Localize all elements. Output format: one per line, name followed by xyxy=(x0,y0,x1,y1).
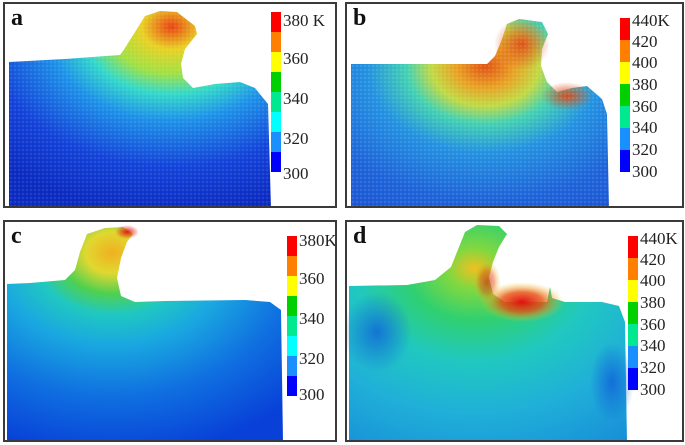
colorbar-tick: 360 xyxy=(299,269,325,288)
panel-c: c 380K 360 340 320 300 xyxy=(3,220,337,442)
colorbar-tick: 320 xyxy=(640,358,666,377)
temperature-map-d xyxy=(347,225,634,440)
colorbar-tick: 340 xyxy=(283,89,309,108)
panel-a: a 380 K 360 340 320 300 xyxy=(3,2,337,208)
colorbar-tick: 380 xyxy=(632,75,658,94)
colorbar-tick: 300 xyxy=(283,164,309,183)
colorbar-tick: 420 xyxy=(640,250,666,269)
temperature-map-c xyxy=(7,225,283,440)
colorbar-tick: 320 xyxy=(299,349,325,368)
colorbar-b: 440K 420 400 380 360 340 320 300 xyxy=(620,12,682,181)
colorbar-tick: 440K xyxy=(632,11,670,30)
panel-label-b: b xyxy=(353,5,367,31)
colorbar-tick: 380 K xyxy=(283,11,326,30)
colorbar-tick: 400 xyxy=(640,271,666,290)
panel-label-a: a xyxy=(11,5,23,31)
colorbar-c: 380K 360 340 320 300 xyxy=(287,232,335,403)
colorbar-tick: 320 xyxy=(283,129,309,148)
temperature-map-a xyxy=(9,11,271,206)
colorbar-tick: 340 xyxy=(299,309,325,328)
colorbar-tick: 300 xyxy=(640,380,666,399)
panel-label-d: d xyxy=(353,223,367,249)
colorbar-tick: 360 xyxy=(632,97,658,116)
colorbar-a: 380 K 360 340 320 300 xyxy=(271,11,335,182)
colorbar-tick: 380 xyxy=(640,293,666,312)
colorbar-tick: 340 xyxy=(632,118,658,137)
colorbar-tick: 400 xyxy=(632,53,658,72)
colorbar-tick: 420 xyxy=(632,32,658,51)
temperature-map-b xyxy=(351,18,609,206)
panel-d: d 440K 420 400 380 360 340 320 300 xyxy=(345,220,684,442)
panel-b: b 440K 420 400 380 360 340 320 300 xyxy=(345,2,684,208)
colorbar-tick: 300 xyxy=(299,385,325,404)
colorbar-tick: 320 xyxy=(632,140,658,159)
colorbar-d: 440K 420 400 380 360 340 320 300 xyxy=(628,230,682,399)
colorbar-tick: 360 xyxy=(283,49,309,68)
colorbar-tick: 300 xyxy=(632,162,658,181)
colorbar-tick: 440K xyxy=(640,229,678,248)
panel-label-c: c xyxy=(11,223,22,249)
colorbar-tick: 360 xyxy=(640,315,666,334)
colorbar-tick: 340 xyxy=(640,336,666,355)
colorbar-tick: 380K xyxy=(299,231,337,250)
